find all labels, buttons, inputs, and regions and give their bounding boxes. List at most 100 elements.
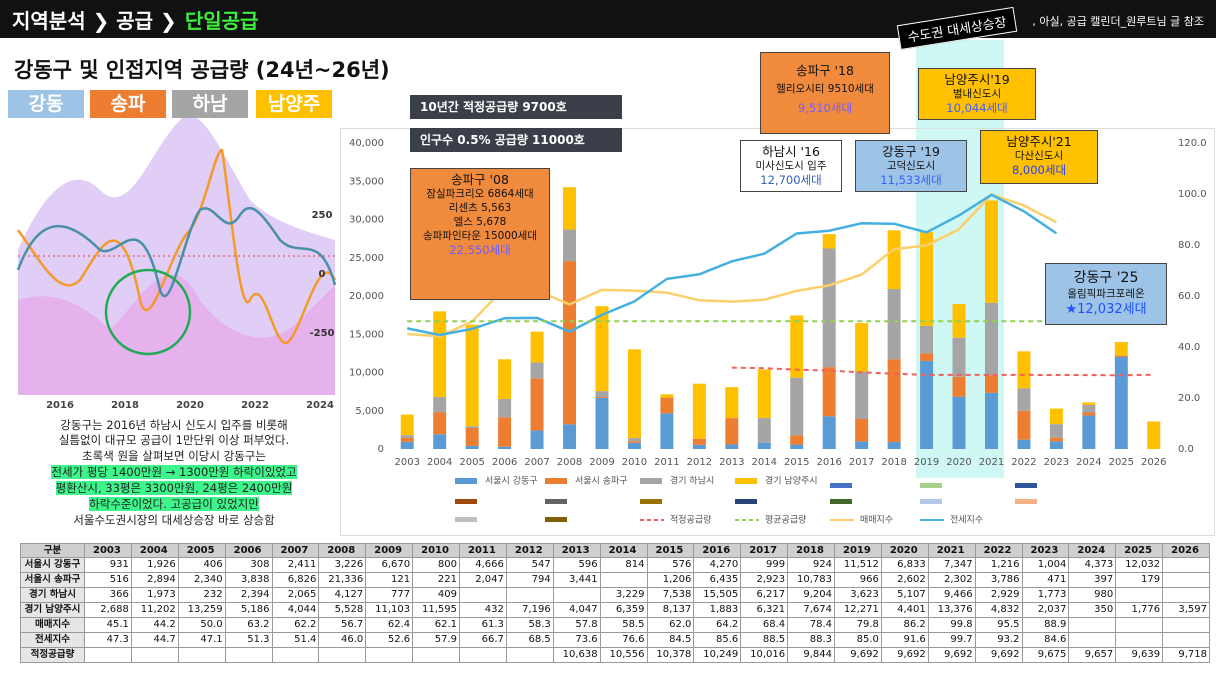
table-cell: 58.5 xyxy=(600,618,648,633)
table-cell: 57.9 xyxy=(413,633,460,648)
legend-label: 경기 남양주시 xyxy=(765,475,818,487)
callout-line: 12,700세대 xyxy=(760,173,822,187)
table-cell: 9,466 xyxy=(928,588,976,603)
data-table: 구분 2003 2004 2005 2006 2007 2008 2009 2010 2011 20… xyxy=(20,543,1210,663)
table-row: 적정공급량 10,638 10,556 10,378 10,249 10,016 9,844… xyxy=(20,648,1210,663)
line xyxy=(16,148,337,345)
bar-segment xyxy=(530,378,544,431)
table-row: 서울시 강동구 931 1,926 406 308 2,411 3,226 6,670 800 4… xyxy=(20,558,1210,573)
left-chart xyxy=(16,115,337,396)
callout-line: 별내신도시 xyxy=(952,88,1002,100)
x-tick-label: 2020 xyxy=(176,400,204,411)
bar-segment xyxy=(887,441,901,449)
table-header-cell: 2017 xyxy=(741,543,789,558)
breadcrumb-current: 단일공급 xyxy=(184,9,259,33)
y2-tick-label: 120.0 xyxy=(1178,138,1207,149)
table-cell: 1,883 xyxy=(694,603,742,618)
bar-segment xyxy=(855,418,869,442)
region-tag: 남양주 xyxy=(256,90,332,118)
callout-line: 남양주시'19 xyxy=(944,72,1010,87)
table-cell: 64.2 xyxy=(694,618,742,633)
y-tick-label: 10,000 xyxy=(349,368,384,379)
x-tick-label: 2005 xyxy=(459,457,484,468)
bar-segment xyxy=(855,441,869,449)
table-header-cell: 2011 xyxy=(460,543,507,558)
table-cell: 45.1 xyxy=(85,618,132,633)
callout-line: 고덕신도시 xyxy=(886,160,936,172)
table-cell: 3,229 xyxy=(600,588,648,603)
table-header-cell: 2004 xyxy=(131,543,179,558)
table-cell: 99.7 xyxy=(928,633,976,648)
table-cell: 9,692 xyxy=(975,648,1023,663)
table-cell: 1,206 xyxy=(647,573,695,588)
table-cell: 9,675 xyxy=(1022,648,1070,663)
table-cell xyxy=(600,573,648,588)
bar-segment xyxy=(887,230,901,290)
table-cell: 66.7 xyxy=(460,633,507,648)
bar-segment xyxy=(433,412,447,435)
callout-line: 강동구 '25 xyxy=(1073,270,1139,286)
table-row-label: 전세지수 xyxy=(20,633,85,648)
y-tick-label: -250 xyxy=(309,328,334,339)
table-cell xyxy=(319,648,367,663)
table-cell xyxy=(178,648,226,663)
bar-segment xyxy=(920,353,934,361)
table-row: 서울시 송파구 516 2,894 2,340 3,838 6,826 21,336 121 2… xyxy=(20,573,1210,588)
table-header-cell: 2003 xyxy=(85,543,132,558)
table-header-cell: 2008 xyxy=(319,543,367,558)
table-cell: 9,657 xyxy=(1069,648,1117,663)
bar-segment xyxy=(563,229,577,262)
table-cell: 99.8 xyxy=(928,618,976,633)
bar-segment xyxy=(595,397,609,449)
table-cell: 814 xyxy=(600,558,648,573)
table-cell xyxy=(1069,618,1117,633)
table-header-cell: 2023 xyxy=(1022,543,1070,558)
table-cell: 800 xyxy=(413,558,460,573)
callout-line: 남양주시'21 xyxy=(1006,134,1072,149)
table-cell: 68.5 xyxy=(506,633,554,648)
table-header-cell: 2015 xyxy=(647,543,695,558)
note: 서울수도권시장의 대세상승장 바로 상승함 xyxy=(14,513,334,528)
bar-segment xyxy=(1049,424,1063,438)
callout-line: ★12,032세대 xyxy=(1065,302,1147,317)
callout-line: 8,000세대 xyxy=(1011,163,1067,177)
callout-line: 잠실파크리오 6864세대 xyxy=(426,188,534,200)
bar-segment xyxy=(725,387,739,419)
bar-segment xyxy=(433,311,447,398)
callout-line: 다산신도시 xyxy=(1014,150,1064,162)
x-tick-label: 2013 xyxy=(719,457,744,468)
table-cell xyxy=(1163,588,1210,603)
y-tick-label: 15,000 xyxy=(349,329,384,340)
y2-tick-label: 60.0 xyxy=(1178,291,1200,302)
table-cell: 4,270 xyxy=(694,558,742,573)
bar-segment xyxy=(465,445,479,449)
table-cell: 777 xyxy=(366,588,414,603)
x-tick-label: 2009 xyxy=(589,457,614,468)
table-cell: 76.6 xyxy=(600,633,648,648)
y-tick-label: 30,000 xyxy=(349,215,384,226)
bar-segment xyxy=(920,360,934,449)
y-tick-label: 40,000 xyxy=(349,138,384,149)
table-cell xyxy=(506,648,554,663)
legend-extra xyxy=(455,483,1037,522)
table-corner: 구분 xyxy=(20,543,85,558)
table-cell: 1,773 xyxy=(1022,588,1070,603)
table-cell: 432 xyxy=(460,603,507,618)
table-cell: 91.6 xyxy=(881,633,929,648)
bar-segment xyxy=(757,369,771,419)
bar-segment xyxy=(757,418,771,443)
bar-segment xyxy=(1082,412,1096,416)
table-header-cell: 2007 xyxy=(272,543,320,558)
table-cell: 10,638 xyxy=(553,648,601,663)
legend-swatch xyxy=(545,478,567,484)
table-row-label: 서울시 강동구 xyxy=(20,558,85,573)
breadcrumb-path: 지역분석 ❯ 공급 ❯ xyxy=(12,9,177,33)
x-tick-label: 2024 xyxy=(1076,457,1101,468)
table-cell: 84.6 xyxy=(1022,633,1070,648)
table-cell: 2,340 xyxy=(178,573,226,588)
table-cell xyxy=(1069,633,1117,648)
table-cell: 52.6 xyxy=(366,633,414,648)
table-cell: 51.3 xyxy=(225,633,273,648)
table-cell: 2,923 xyxy=(741,573,789,588)
table-header: 구분 2003 2004 2005 2006 2007 2008 2009 2010 2011 20… xyxy=(20,543,1210,558)
